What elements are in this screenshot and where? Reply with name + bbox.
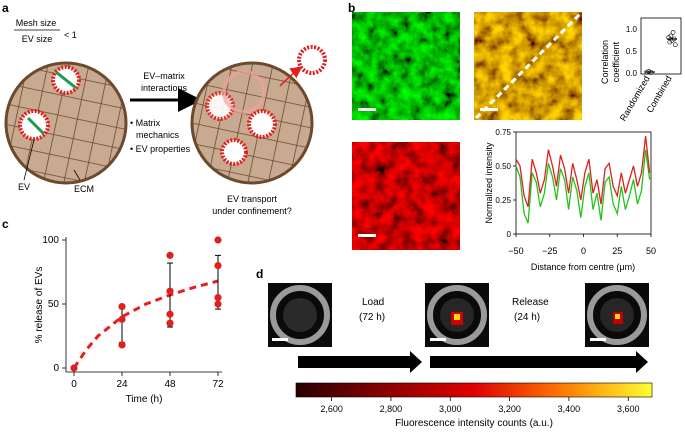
release-ylabel: % release of EVs [34,267,45,344]
load-label-2: (72 h) [359,312,385,323]
panel-c-label: c [2,217,9,231]
fit-line [72,279,219,369]
ecm-disc-right [190,61,314,185]
colorbar-label: Fluorescence intensity counts (a.u.) [395,418,553,429]
data-point [214,300,222,308]
question-2: under confinement? [212,206,292,216]
ecm-label: ECM [74,184,94,194]
time-arrow-2 [430,351,648,373]
bullet-2: • EV properties [130,144,191,154]
release-ytick: 100 [42,235,59,246]
inset-point [672,42,678,48]
ratio-condition: < 1 [64,30,77,40]
inset-ytick: 0.0 [626,69,638,78]
intensity-profile-chart: Normalized intensity Distance from centr… [484,128,656,272]
well-image-2 [425,283,489,347]
profile-ylabel: Normalized intensity [484,142,494,224]
data-point [166,319,174,327]
profile-xtick: 0 [581,246,586,256]
profile-ytick: 0.50 [495,162,511,171]
question-1: EV transport [227,194,278,204]
panel-a-label: a [2,1,9,15]
data-point [118,341,126,349]
colorbar-tick: 3,400 [558,404,581,414]
inset-ylabel-2: coefficient [611,41,621,82]
red-channel-image [352,142,460,250]
inset-cat-0: Randomized [618,74,652,123]
data-point [166,251,174,259]
release-xtick: 0 [71,379,77,390]
ratio-denominator: EV size [22,34,53,44]
data-point [118,302,126,311]
panel-b-label: b [348,1,355,15]
data-point [118,315,126,323]
merged-channel-image [474,12,582,120]
ecm-disc-left [4,61,128,185]
escaping-ev [297,45,327,75]
ratio-numerator: Mesh size [16,18,57,28]
bullet-1b: mechanics [136,130,180,140]
escape-arrow [279,66,303,87]
data-point [166,287,174,295]
release-chart: % release of EVs Time (h) 0 50 100 0 24 48 72 [34,235,224,405]
profile-line-red [515,136,651,208]
well-image-1 [268,283,332,347]
profile-xtick: 50 [646,246,656,256]
profile-xlabel: Distance from centre (μm) [531,262,635,272]
bullet-1: • Matrix [130,118,161,128]
profile-xtick: −50 [508,246,523,256]
release-ytick: 50 [48,299,60,310]
release-ytick: 0 [53,363,59,374]
profile-ytick: 0.75 [495,128,511,137]
inset-ytick: 1.0 [626,25,638,34]
colorbar-tick: 2,600 [320,404,343,414]
data-point [214,262,222,270]
release-label-1: Release [512,297,549,308]
colorbar-tick: 2,800 [380,404,403,414]
inset-point [668,33,674,39]
load-label-1: Load [362,297,384,308]
profile-line-green [515,149,651,224]
colorbar-tick: 3,000 [439,404,462,414]
release-xtick: 48 [164,379,176,390]
release-label-2: (24 h) [514,312,540,323]
ev-label: EV [18,182,30,192]
inset-ylabel-1: Correlation [600,40,610,84]
arrow-label-2: interactions [141,83,188,93]
data-point [70,364,78,372]
inset-point [669,38,675,43]
colorbar-tick: 3,200 [498,404,521,414]
arrow-label-1: EV–matrix [143,71,185,81]
profile-ytick: 0 [507,230,512,239]
colorbar: 2,600 2,800 3,000 3,200 3,400 3,600 Fluoresce… [295,382,653,429]
time-arrow-1 [298,351,422,373]
release-xtick: 72 [212,379,224,390]
panel-d-label: d [256,267,263,281]
green-channel-image [352,12,460,120]
release-xlabel: Time (h) [126,394,163,405]
data-point [214,294,222,302]
colorbar-tick: 3,600 [617,404,640,414]
inset-ytick: 0.5 [626,47,638,56]
release-xtick: 24 [116,379,128,390]
data-point [166,310,174,318]
correlation-inset: Correlation coefficient 0.0 0.5 1.0 Rand… [600,17,682,123]
profile-ytick: 0.25 [495,196,511,205]
profile-xtick: −25 [542,246,557,256]
inset-point [670,30,676,35]
profile-xtick: 25 [612,246,622,256]
well-image-3 [585,283,649,347]
data-point [214,236,222,244]
